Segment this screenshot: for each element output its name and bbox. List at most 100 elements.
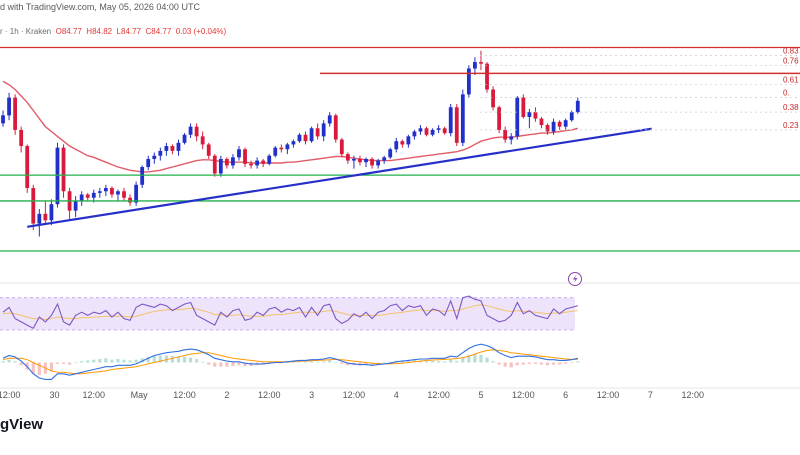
candle-body <box>279 147 284 150</box>
lightning-glyph <box>573 275 578 283</box>
candle-body <box>539 118 544 126</box>
macd-histogram-bar <box>503 362 507 367</box>
symbol-info-bar: r · 1h · Kraken O84.77 H84.82 L84.77 C84… <box>0 27 226 36</box>
x-axis-tick-label: 12:00 <box>427 390 450 400</box>
candle-body <box>224 158 229 166</box>
candle-body <box>97 191 102 193</box>
candle-body <box>237 149 241 158</box>
fib-label: 0.38 <box>783 103 799 112</box>
macd-histogram-bar <box>176 356 181 363</box>
candle-body <box>400 141 405 145</box>
macd-histogram-bar <box>170 356 175 363</box>
macd-histogram-bar <box>134 359 138 363</box>
candle-body <box>1 115 5 124</box>
macd-histogram-bar <box>473 354 477 363</box>
candle-body <box>261 160 266 164</box>
macd-histogram-bar <box>49 362 54 371</box>
candle-body <box>521 97 526 117</box>
macd-histogram-bar <box>237 362 241 366</box>
candle-body <box>188 126 193 135</box>
candle-body <box>212 155 217 174</box>
candle-body <box>49 204 54 221</box>
candle-body <box>352 158 356 161</box>
candle-body <box>315 128 320 137</box>
tradingview-logo-text: gView <box>0 416 44 433</box>
macd-histogram-bar <box>86 360 90 363</box>
macd-histogram-bar <box>455 360 459 363</box>
candle-body <box>497 107 502 130</box>
macd-histogram-bar <box>461 357 465 363</box>
candle-body <box>333 115 338 140</box>
x-axis-tick-label: 5 <box>478 390 483 400</box>
macd-histogram-bar <box>146 356 150 363</box>
candle-body <box>110 188 114 195</box>
candle-body <box>182 134 187 143</box>
candle-body <box>267 155 272 164</box>
macd-histogram-bar <box>164 355 168 363</box>
macd-histogram-bar <box>322 361 326 363</box>
macd-histogram-bar <box>576 361 580 363</box>
candle-body <box>551 121 556 132</box>
macd-histogram-bar <box>406 360 410 363</box>
candle-body <box>170 146 175 151</box>
macd-histogram-bar <box>37 362 41 376</box>
ohlc-change: 0.03 (+0.04%) <box>175 27 227 36</box>
candle-body <box>424 128 429 135</box>
candle-body <box>370 158 374 166</box>
candle-body <box>79 194 84 201</box>
candle-body <box>557 121 562 127</box>
macd-histogram-bar <box>376 362 380 364</box>
candle-body <box>394 141 399 150</box>
x-axis-tick-label: 30 <box>49 390 59 400</box>
candle-body <box>358 158 362 163</box>
candle-body <box>231 157 235 166</box>
moving-average-line <box>2 80 578 173</box>
candle-body <box>364 158 368 163</box>
macd-histogram-bar <box>430 360 435 363</box>
macd-histogram-bar <box>545 362 550 366</box>
candle-body <box>61 147 66 192</box>
candle-body <box>309 128 314 142</box>
candle-body <box>200 136 205 145</box>
macd-histogram-bar <box>182 356 187 363</box>
candle-body <box>503 129 508 140</box>
candle-body <box>243 149 247 164</box>
macd-histogram-bar <box>316 361 320 363</box>
candle-body <box>13 97 18 130</box>
x-axis-tick-label: 12:00 <box>512 390 535 400</box>
ohlc-low: L84.77 <box>116 27 142 36</box>
x-axis-tick-label: 12:00 <box>173 390 196 400</box>
x-axis-tick-label: 7 <box>648 390 653 400</box>
candle-body <box>128 197 132 203</box>
macd-histogram-bar <box>303 361 308 363</box>
macd-histogram-bar <box>207 362 211 365</box>
rsi-line <box>2 295 578 330</box>
macd-histogram-bar <box>225 362 229 367</box>
macd-histogram-bar <box>92 359 96 363</box>
macd-histogram-bar <box>122 359 126 363</box>
fib-label: 0.61 <box>783 76 799 85</box>
macd-histogram-bar <box>7 359 11 363</box>
fib-label: 0.76 <box>783 56 799 65</box>
candle-body <box>321 123 326 137</box>
fib-label: 0.83 <box>783 47 799 56</box>
candle-body <box>545 125 550 132</box>
macd-histogram-bar <box>346 362 350 366</box>
x-axis-tick-label: 2 <box>224 390 229 400</box>
macd-histogram-bar <box>55 362 60 364</box>
macd-histogram-bar <box>19 362 23 366</box>
candle-body <box>412 131 417 137</box>
candle-body <box>25 146 30 189</box>
x-axis-tick-label: 12:00 <box>343 390 366 400</box>
candle-body <box>515 97 520 137</box>
macd-histogram-bar <box>231 362 235 367</box>
candle-body <box>569 112 574 121</box>
macd-histogram-bar <box>201 361 205 363</box>
candle-body <box>418 128 423 132</box>
candle-body <box>454 107 459 143</box>
candle-body <box>134 184 139 203</box>
macd-histogram-bar <box>509 362 513 368</box>
macd-histogram-bar <box>140 358 144 363</box>
